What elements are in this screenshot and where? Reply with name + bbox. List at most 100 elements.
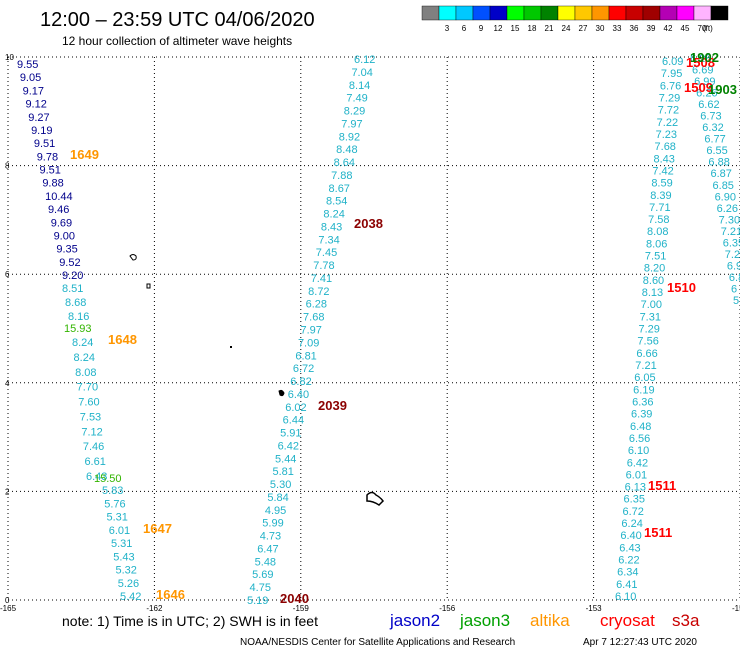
- wave-height-label: 7.68: [655, 141, 676, 153]
- wave-height-label: 8.24: [72, 337, 93, 349]
- wave-height-label: 7.23: [656, 129, 677, 141]
- wave-height-label: 7.71: [649, 202, 670, 214]
- wave-height-label: 5.42: [120, 591, 141, 603]
- wave-height-label: 7.29: [659, 92, 680, 104]
- wave-height-label: 6.26: [696, 88, 717, 100]
- wave-height-label: 8.64: [334, 157, 355, 169]
- color-swatch: [438, 5, 457, 21]
- wave-height-label: 6.01: [626, 469, 647, 481]
- longitude-tick: -165: [0, 604, 17, 613]
- wave-height-label: 9.46: [48, 204, 69, 216]
- color-scale-label: 33: [613, 24, 622, 33]
- wave-height-label: 7.97: [341, 118, 362, 130]
- wave-height-label: 6.43: [86, 471, 107, 483]
- wave-height-label: 8.72: [308, 286, 329, 298]
- pass-time-label: 1649: [70, 147, 99, 162]
- color-scale-label: 36: [630, 24, 639, 33]
- wave-height-label: 5.44: [275, 453, 296, 465]
- wave-height-label: 15.93: [64, 323, 92, 335]
- longitude-tick: -153: [586, 604, 603, 613]
- wave-height-label: 6.10: [615, 591, 636, 603]
- island-oahu: [146, 283, 151, 289]
- wave-height-label: 5: [733, 295, 739, 307]
- color-swatch: [472, 5, 491, 21]
- wave-height-label: 6.09: [662, 56, 683, 68]
- latitude-tick: 4: [5, 379, 10, 388]
- island-maui: [278, 389, 285, 397]
- wave-height-label: 6.36: [632, 396, 653, 408]
- wave-height-label: 7.60: [78, 397, 99, 409]
- wave-height-label: 6.40: [288, 389, 309, 401]
- wave-height-label: 8.16: [68, 311, 89, 323]
- wave-height-label: 5.32: [116, 565, 137, 577]
- wave-height-label: 6.05: [634, 372, 655, 384]
- wave-height-label: 5.26: [118, 578, 139, 590]
- wave-height-label: 7.72: [658, 105, 679, 117]
- wave-height-label: 5.99: [262, 518, 283, 530]
- pass-time-label: 1902: [690, 50, 719, 65]
- wave-height-label: 8.29: [344, 106, 365, 118]
- wave-height-label: 6.99: [694, 76, 715, 88]
- wave-height-label: 5.19: [247, 595, 268, 607]
- color-scale-label: 30: [596, 24, 605, 33]
- color-swatch: [591, 5, 610, 21]
- footer-note: note: 1) Time is in UTC; 2) SWH is in fe…: [62, 613, 318, 629]
- color-swatch: [421, 5, 440, 21]
- wave-height-label: 5.76: [104, 498, 125, 510]
- wave-height-label: 7.97: [301, 325, 322, 337]
- wave-height-label: 8.08: [647, 226, 668, 238]
- wave-height-label: 6.81: [295, 350, 316, 362]
- wave-height-label: 7.46: [83, 441, 104, 453]
- wave-height-label: 9.05: [20, 72, 41, 84]
- color-scale-label: 45: [681, 24, 690, 33]
- wave-height-label: 6: [731, 283, 737, 295]
- wave-height-label: 7.12: [81, 426, 102, 438]
- wave-height-label: 8.43: [321, 221, 342, 233]
- wave-height-label: 10.44: [45, 191, 73, 203]
- color-swatch: [455, 5, 474, 21]
- map-subtitle: 12 hour collection of altimeter wave hei…: [62, 34, 292, 48]
- color-swatch: [693, 5, 712, 21]
- latitude-tick: 2: [5, 487, 10, 496]
- wave-height-label: 5.69: [252, 569, 273, 581]
- wave-height-label: 6.72: [622, 506, 643, 518]
- latitude-tick: 8: [5, 162, 10, 171]
- lat-lon-grid: [7, 56, 740, 601]
- satellite-legend: jason2 jason3 altika cryosat s3a: [389, 611, 700, 630]
- color-swatch: [557, 5, 576, 21]
- wave-height-label: 6.76: [660, 80, 681, 92]
- legend-item: s3a: [672, 611, 700, 630]
- pass-time-label: 2038: [354, 216, 383, 231]
- wave-height-label: 6.62: [698, 99, 719, 111]
- color-scale-label: 42: [664, 24, 673, 33]
- wave-height-label: 6.55: [706, 145, 727, 157]
- wave-height-label: 8.24: [323, 209, 344, 221]
- wave-height-label: 7.70: [77, 382, 98, 394]
- wave-height-label: 6.34: [617, 567, 638, 579]
- longitude-tick: -150: [732, 604, 740, 613]
- wave-height-label: 7.49: [346, 93, 367, 105]
- wave-height-label: 6.69: [692, 65, 713, 77]
- wave-height-label: 6.22: [618, 555, 639, 567]
- wave-height-label: 8.59: [651, 178, 672, 190]
- longitude-tick: -162: [146, 604, 163, 613]
- color-scale-label: 24: [562, 24, 571, 33]
- color-swatch: [540, 5, 559, 21]
- color-swatch: [642, 5, 661, 21]
- wave-height-label: 5.83: [102, 485, 123, 497]
- wave-height-label: 7.41: [311, 273, 332, 285]
- wave-height-label: 6.41: [616, 579, 637, 591]
- color-scale-bar: 3 6 9 12 15 18 21 24 27 30 33 36 39 42 45 70: [421, 5, 729, 33]
- wave-height-label: 8.20: [644, 263, 665, 275]
- wave-height-label: 9.51: [34, 138, 55, 150]
- wave-height-label: 6.56: [629, 433, 650, 445]
- wave-height-label: 6.39: [631, 409, 652, 421]
- footer-timestamp: Apr 7 12:27:43 UTC 2020: [583, 637, 697, 648]
- color-scale-label: 39: [647, 24, 656, 33]
- wave-height-label: 6.73: [700, 111, 721, 123]
- wave-height-label: 5.84: [267, 492, 288, 504]
- legend-item: cryosat: [600, 611, 655, 630]
- wave-height-label: 8.51: [62, 283, 83, 295]
- pass-time-label: 1647: [143, 521, 172, 536]
